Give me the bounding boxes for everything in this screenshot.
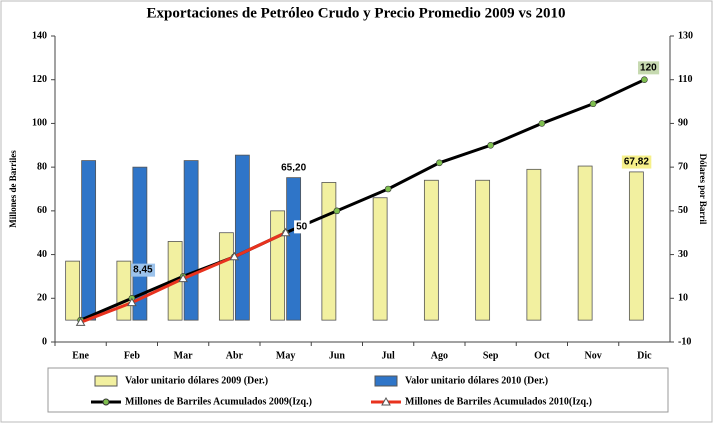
bar [183, 160, 199, 321]
x-tick-label: Dic [637, 350, 652, 361]
legend-marker [381, 396, 391, 406]
legend-label: Millones de Barriles Acumulados 2009(Izq… [125, 396, 312, 407]
legend-label: Valor unitario dólares 2009 (Der.) [125, 375, 268, 386]
legend-label: Millones de Barriles Acumulados 2010(Izq… [405, 396, 592, 407]
x-tick-label: Ago [431, 350, 448, 361]
bar [628, 171, 644, 321]
y-tick-label: 0 [42, 336, 47, 347]
legend-box [47, 367, 669, 413]
data-label: 65,20 [281, 162, 306, 173]
data-label: 8,45 [133, 265, 153, 276]
bar [65, 260, 81, 321]
y2-tick-label: 30 [678, 249, 688, 260]
bar [475, 179, 491, 321]
x-tick-label: Feb [124, 350, 141, 361]
legend-marker [102, 398, 110, 406]
y-tick-label: 20 [37, 293, 47, 304]
marker [641, 76, 648, 84]
bar [372, 197, 388, 321]
bar [286, 177, 302, 321]
marker [178, 273, 188, 283]
data-label-bg [131, 263, 156, 277]
marker [75, 317, 86, 326]
data-label: 50 [296, 221, 308, 232]
marker [538, 120, 546, 127]
marker [229, 251, 240, 261]
bar [526, 168, 542, 321]
line [80, 78, 646, 322]
chart-title: Exportaciones de Petróleo Crudo y Precio… [147, 5, 566, 21]
y2-tick-label: -10 [678, 336, 691, 347]
y-tick-label: 120 [32, 74, 47, 85]
bar [116, 260, 132, 321]
bar [234, 154, 250, 321]
x-tick-label: Nov [585, 350, 602, 361]
x-tick-label: Mar [174, 350, 193, 361]
data-label: 120 [640, 62, 657, 73]
x-tick-label: Oct [534, 350, 550, 361]
y2-tick-label: 10 [678, 293, 688, 304]
y-tick-label: 60 [37, 205, 47, 216]
bar [81, 160, 97, 321]
bar [423, 179, 439, 321]
y2-tick-label: 50 [678, 205, 688, 216]
y2-tick-label: 110 [678, 74, 692, 85]
x-tick-label: Jul [381, 350, 395, 361]
x-tick-label: Jun [329, 350, 346, 361]
bar [577, 165, 593, 321]
y2-tick-label: 90 [678, 118, 688, 129]
data-label-bg [294, 220, 310, 234]
bar [321, 182, 337, 321]
y-tick-label: 80 [37, 161, 47, 172]
marker [384, 185, 392, 193]
legend-swatch [374, 375, 398, 387]
marker [436, 159, 443, 167]
legend-label: Valor unitario dólares 2010 (Der.) [405, 375, 548, 386]
marker [280, 227, 291, 237]
y2-tick-label: 70 [678, 161, 688, 172]
marker [487, 141, 494, 149]
data-label: 67,82 [624, 157, 649, 168]
x-tick-label: Ene [72, 350, 89, 361]
bar [218, 232, 234, 321]
x-tick-label: Sep [483, 350, 499, 361]
data-label-bg [638, 61, 660, 75]
marker [333, 207, 341, 215]
y2-tick-label: 130 [678, 30, 693, 41]
data-label-bg [621, 155, 652, 169]
x-tick-label: May [276, 350, 295, 361]
marker [127, 297, 137, 307]
y-tick-label: 40 [37, 249, 47, 260]
bar [270, 210, 286, 321]
marker [589, 100, 597, 108]
y-tick-label: 140 [32, 30, 47, 41]
legend-swatch [94, 375, 118, 387]
x-tick-label: Abr [226, 350, 244, 361]
y2-axis-title: Dólares por Barril [698, 154, 708, 225]
y-tick-label: 100 [32, 118, 47, 129]
bar [132, 166, 148, 321]
y-axis-title: Millones de Barriles [8, 150, 18, 228]
